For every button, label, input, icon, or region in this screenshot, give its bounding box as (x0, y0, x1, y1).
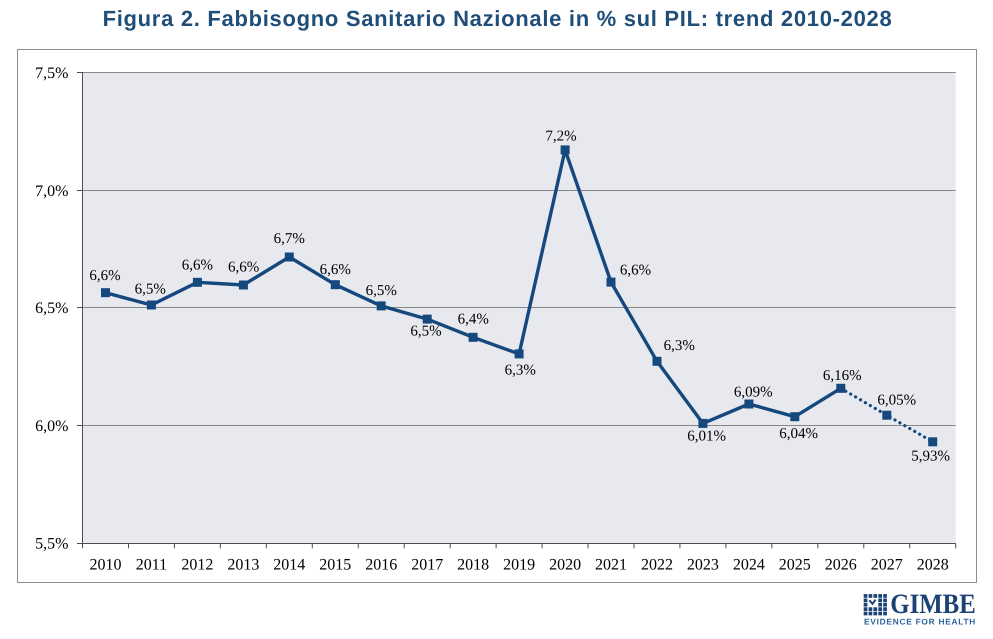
svg-text:6,6%: 6,6% (89, 268, 120, 284)
svg-text:6,04%: 6,04% (779, 426, 818, 442)
svg-text:2025: 2025 (779, 556, 811, 573)
svg-text:2017: 2017 (411, 556, 443, 573)
svg-text:6,6%: 6,6% (320, 262, 351, 278)
svg-text:6,09%: 6,09% (734, 385, 773, 401)
svg-text:2011: 2011 (136, 556, 167, 573)
svg-text:2026: 2026 (825, 556, 857, 573)
svg-text:GIMBE: GIMBE (890, 589, 976, 620)
svg-text:EVIDENCE FOR HEALTH: EVIDENCE FOR HEALTH (864, 617, 975, 627)
svg-text:2015: 2015 (319, 556, 351, 573)
svg-text:6,5%: 6,5% (410, 324, 441, 340)
svg-text:2024: 2024 (733, 556, 765, 573)
svg-text:2020: 2020 (549, 556, 581, 573)
svg-text:2016: 2016 (365, 556, 397, 573)
svg-text:6,5%: 6,5% (135, 282, 166, 298)
svg-text:7,0%: 7,0% (35, 183, 68, 200)
svg-text:6,05%: 6,05% (877, 393, 916, 409)
svg-text:7,5%: 7,5% (35, 65, 68, 82)
svg-text:Figura 2. Fabbisogno Sanitario: Figura 2. Fabbisogno Sanitario Nazionale… (103, 6, 893, 31)
svg-text:6,3%: 6,3% (505, 363, 536, 379)
svg-text:6,6%: 6,6% (620, 263, 651, 279)
svg-text:5,5%: 5,5% (35, 536, 68, 553)
svg-text:6,01%: 6,01% (687, 428, 726, 444)
svg-text:7,2%: 7,2% (545, 129, 576, 145)
svg-text:6,3%: 6,3% (664, 338, 695, 354)
svg-text:6,5%: 6,5% (366, 283, 397, 299)
svg-text:2021: 2021 (595, 556, 627, 573)
svg-text:2022: 2022 (641, 556, 673, 573)
svg-text:2019: 2019 (503, 556, 535, 573)
svg-text:2018: 2018 (457, 556, 489, 573)
svg-text:2014: 2014 (273, 556, 305, 573)
svg-text:6,6%: 6,6% (182, 258, 213, 274)
svg-text:2027: 2027 (871, 556, 903, 573)
svg-text:6,16%: 6,16% (823, 368, 862, 384)
svg-text:6,0%: 6,0% (35, 418, 68, 435)
svg-text:2010: 2010 (90, 556, 122, 573)
svg-text:6,4%: 6,4% (458, 312, 489, 328)
svg-text:2013: 2013 (227, 556, 259, 573)
svg-text:2028: 2028 (917, 556, 949, 573)
svg-text:2012: 2012 (181, 556, 213, 573)
svg-text:2023: 2023 (687, 556, 719, 573)
svg-text:5,93%: 5,93% (911, 449, 950, 465)
svg-text:6,5%: 6,5% (35, 300, 68, 317)
svg-text:6,6%: 6,6% (228, 259, 259, 275)
svg-text:6,7%: 6,7% (274, 231, 305, 247)
